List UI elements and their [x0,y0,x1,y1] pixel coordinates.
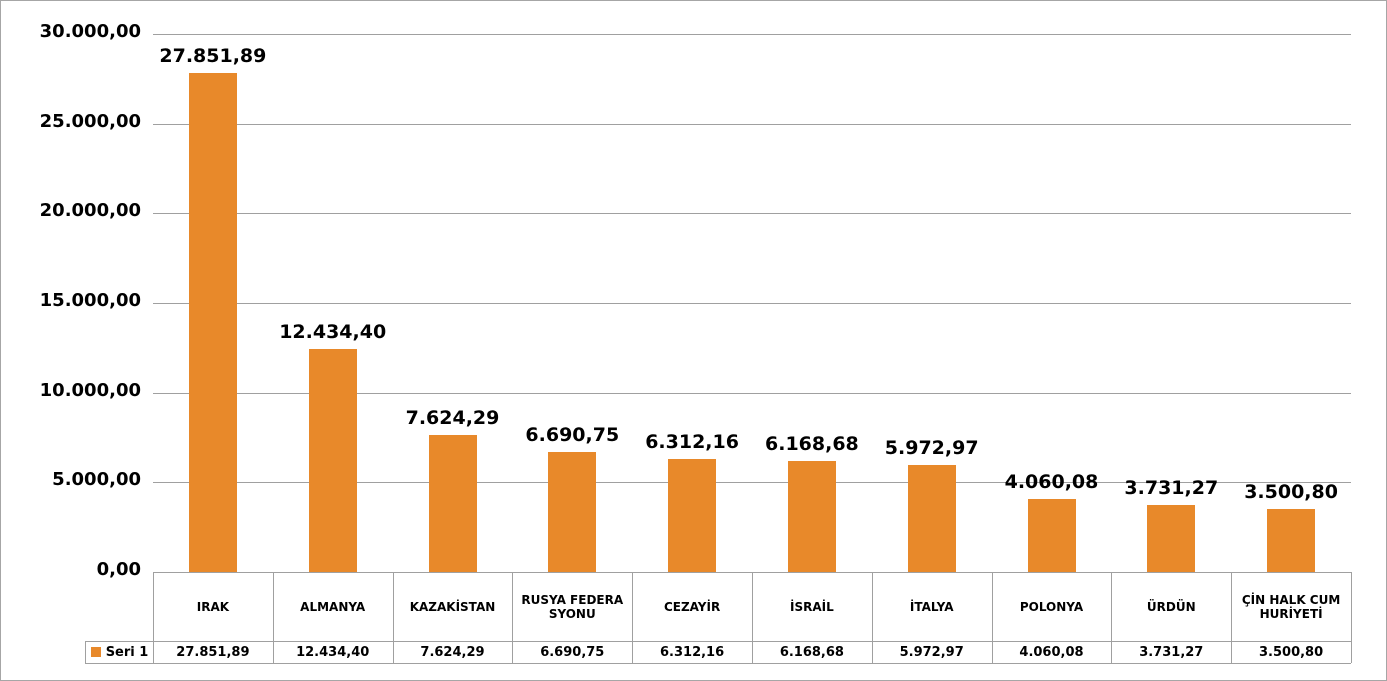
table-value: 6.312,16 [660,644,725,660]
bar [1027,499,1076,572]
grid-line [153,392,1351,394]
table-line [1231,572,1233,663]
table-line [871,572,873,663]
y-tick-label: 15.000,00 [39,290,141,311]
table-line [392,572,394,663]
data-label: 4.060,08 [1004,471,1099,494]
grid-line [153,303,1351,304]
category-label: İSRAİL [790,599,834,614]
legend-key [91,647,101,657]
data-label: 5.972,97 [884,436,979,459]
category-label: POLONYA [1019,599,1084,614]
bar [428,435,477,572]
data-label: 7.624,29 [405,407,500,430]
category-label: ALMANYA [300,599,366,614]
bar [668,458,717,572]
table-line [1111,572,1113,663]
data-label: 27.851,89 [159,44,267,67]
bar [1147,505,1196,572]
table-value: 5.972,97 [899,644,964,660]
category-label: KAZAKİSTAN [409,599,496,614]
data-label: 3.500,80 [1244,481,1338,504]
y-tick-label: 25.000,00 [39,110,141,132]
table-line [85,641,1351,642]
table-line [272,572,274,663]
y-tick-label: 5.000,00 [52,469,141,491]
bar [548,452,597,572]
table-line [512,572,514,663]
table-value: 3.731,27 [1139,644,1204,660]
data-label: 6.690,75 [525,424,620,446]
table-line [85,641,86,663]
table-value: 7.624,29 [420,644,485,660]
table-line [632,572,634,663]
y-tick-label: 30.000,00 [39,21,141,42]
category-label: İTALYA [909,599,954,614]
data-label: 6.168,68 [765,433,859,456]
data-label: 6.312,16 [645,430,739,453]
legend-label: Seri 1 [105,644,149,660]
category-label: ÜRDÜN [1146,599,1196,614]
bar [907,464,956,572]
table-value: 4.060,08 [1019,644,1084,660]
category-label: ÇİN HALK CUMHURİYETİ [1241,592,1341,621]
y-tick-label: 10.000,00 [39,379,141,401]
bar [188,72,237,572]
table-line [752,572,753,663]
category-label: IRAK [196,599,230,614]
table-value: 12.434,40 [296,644,370,660]
grid-line [153,34,1351,35]
bar [308,349,357,572]
grid-line [153,213,1351,215]
table-value: 6.168,68 [779,644,844,660]
table-value: 27.851,89 [176,644,250,660]
table-line [991,572,993,663]
grid-line [153,482,1351,484]
data-label: 12.434,40 [279,321,387,343]
y-tick-label: 20.000,00 [39,200,141,222]
grid-line [153,123,1351,125]
table-value: 6.690,75 [540,644,605,660]
table-line [1351,572,1352,663]
category-label: CEZAYİR [663,599,721,614]
category-label: RUSYA FEDERASYONU [521,592,624,621]
table-line [153,572,154,663]
table-value: 3.500,80 [1259,644,1324,660]
bar [1267,509,1316,572]
y-tick-label: 0,00 [96,559,141,580]
data-label: 3.731,27 [1124,477,1219,500]
table-line [85,663,1351,664]
bar [787,461,836,572]
